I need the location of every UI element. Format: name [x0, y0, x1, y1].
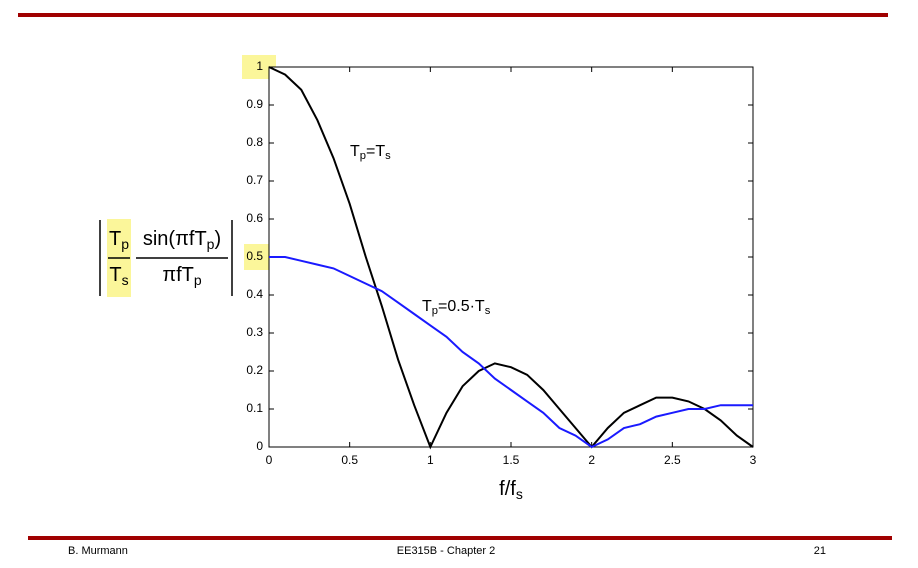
y-label: sin(πfTp) [143, 228, 221, 251]
y-label-subscript: s [122, 272, 129, 288]
x-tick-label: 0.5 [341, 453, 358, 467]
y-tick-label: 0.1 [246, 401, 263, 415]
annotation-part: =T [366, 143, 385, 160]
y-label-part: ) [214, 228, 221, 250]
annotation-subscript: s [485, 305, 491, 317]
data-line [268, 66, 754, 450]
y-tick-label: 0.9 [246, 97, 263, 111]
x-tick-label: 3 [750, 453, 757, 467]
y-label-subscript: p [121, 236, 129, 252]
y-label: Ts [109, 264, 128, 287]
annotation-subscript: p [432, 305, 438, 317]
y-tick-label: 0.8 [246, 135, 263, 149]
annotation-part: T [422, 298, 432, 315]
annotation-subscript: p [360, 150, 366, 162]
annotation: Tp=Ts [350, 143, 391, 162]
footer-author: B. Murmann [68, 545, 128, 557]
y-label: πfTp [162, 264, 202, 287]
annotation-subscript: s [385, 150, 391, 162]
plot-frame [268, 66, 754, 448]
y-tick-label: 0.5 [246, 249, 263, 263]
y-tick-label: 0.6 [246, 211, 263, 225]
x-axis-label: f/fs [499, 478, 523, 501]
y-label-subscript: p [207, 236, 215, 252]
x-axis-label-subscript: s [516, 486, 523, 502]
y-tick-label: 0.7 [246, 173, 263, 187]
bottom-rule [28, 536, 892, 540]
y-tick-label: 0 [256, 439, 263, 453]
x-axis-label-part: f/f [499, 478, 516, 500]
y-tick-label: 0.2 [246, 363, 263, 377]
footer-page: 21 [814, 545, 826, 557]
top-rule [18, 13, 888, 17]
annotation-part: =0.5·T [438, 298, 485, 315]
footer-course: EE315B - Chapter 2 [397, 545, 495, 557]
x-tick-label: 2.5 [664, 453, 681, 467]
x-tick-label: 0 [266, 453, 273, 467]
x-tick-label: 2 [588, 453, 595, 467]
y-label-part: T [109, 228, 121, 250]
y-label-part: T [109, 264, 121, 286]
y-label: Tp [109, 228, 129, 251]
y-label-part: sin(πfT [143, 228, 207, 250]
annotation-part: T [350, 143, 360, 160]
y-tick-label: 0.4 [246, 287, 263, 301]
y-label-subscript: p [194, 272, 202, 288]
y-tick-label: 0.3 [246, 325, 263, 339]
y-label-part: πfT [162, 264, 194, 286]
x-tick-label: 1 [427, 453, 434, 467]
annotation: Tp=0.5·Ts [422, 298, 491, 317]
x-tick-label: 1.5 [503, 453, 520, 467]
data-line [269, 256, 753, 449]
y-tick-label: 1 [256, 59, 263, 73]
